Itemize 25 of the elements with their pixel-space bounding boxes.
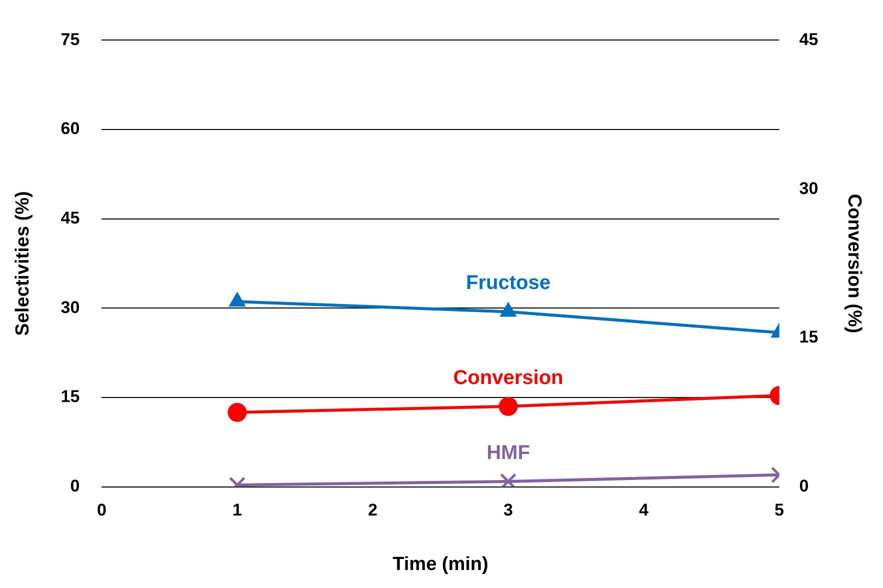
series-label: HMF — [486, 442, 530, 464]
x-tick-label: 5 — [774, 500, 784, 520]
y-tick-label: 30 — [60, 298, 80, 317]
y-tick-label: 45 — [60, 208, 80, 228]
point — [500, 302, 517, 317]
x-tick-label: 1 — [232, 500, 242, 520]
x-axis-title: Time (min) — [392, 554, 488, 575]
series-label: Fructose — [466, 272, 550, 294]
y2-axis-title: Conversion (%) — [843, 194, 864, 334]
x-tick-label: 2 — [368, 500, 378, 520]
y2-tick-label: 0 — [799, 476, 809, 496]
x-tick-label: 3 — [504, 500, 513, 520]
y2-tick-label: 30 — [799, 178, 818, 198]
point — [228, 292, 246, 307]
y-tick-label: 60 — [60, 119, 80, 138]
x-tick-label: 0 — [96, 500, 106, 520]
y2-tick-label: 15 — [799, 328, 818, 347]
y2-tick-label: 45 — [799, 30, 818, 49]
x-tick-label: 4 — [639, 500, 650, 520]
y-tick-label: 0 — [70, 476, 80, 496]
y-axis-title: Selectivities (%) — [12, 191, 34, 336]
series-label: Conversion — [453, 366, 564, 389]
y-tick-label: 15 — [60, 387, 80, 406]
y-tick-label: 75 — [60, 30, 80, 49]
point — [500, 473, 517, 487]
